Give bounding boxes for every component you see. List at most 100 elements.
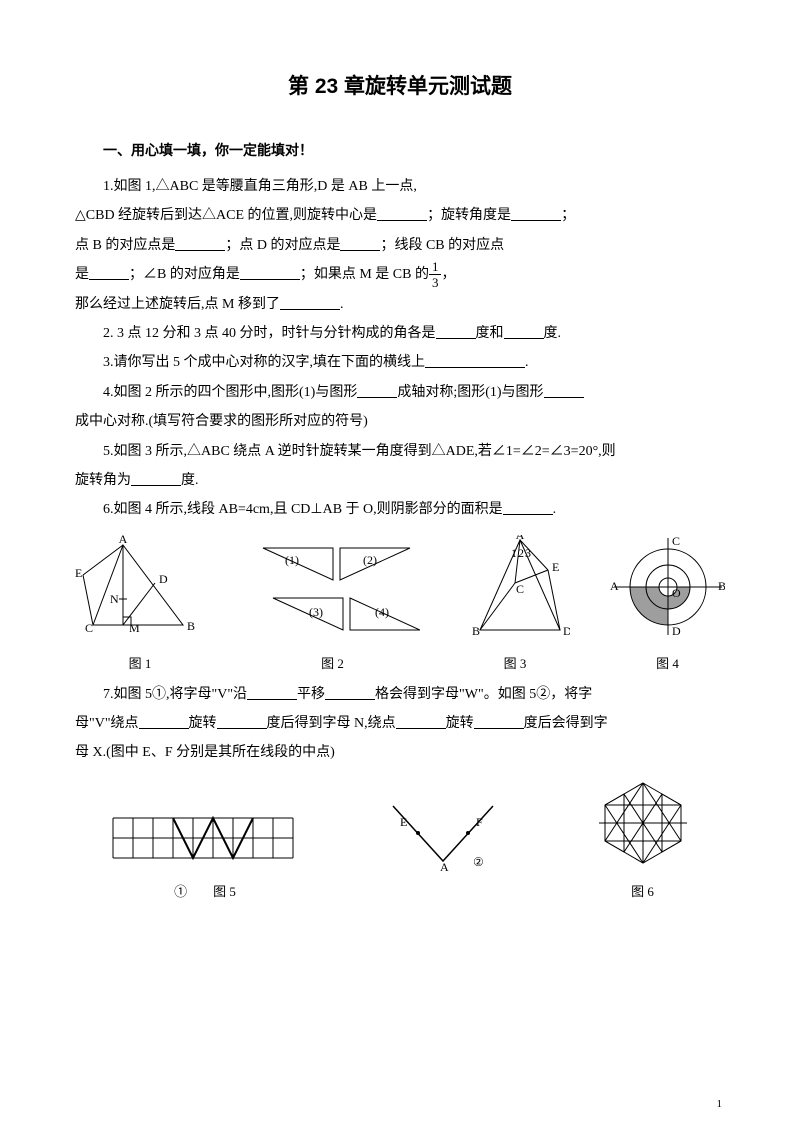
label-4: (4) bbox=[375, 605, 389, 619]
blank bbox=[89, 264, 129, 280]
q5-line-a: 5.如图 3 所示,△ABC 绕点 A 逆时针旋转某一角度得到△ADE,若∠1=… bbox=[75, 437, 725, 466]
text: 3.请你写出 5 个成中心对称的汉字,填在下面的横线上 bbox=[103, 355, 425, 370]
figure-4: A B C D O 图 4 bbox=[610, 535, 725, 672]
text: 旋转 bbox=[446, 716, 474, 731]
label-1: (1) bbox=[285, 553, 299, 567]
label-e: E bbox=[552, 560, 559, 574]
blank bbox=[511, 205, 561, 221]
label-d: D bbox=[672, 624, 681, 638]
blank bbox=[340, 235, 380, 251]
blank bbox=[280, 294, 340, 310]
blank bbox=[436, 323, 476, 339]
blank bbox=[240, 264, 300, 280]
label-3: (3) bbox=[309, 605, 323, 619]
numerator: 1 bbox=[429, 260, 442, 275]
figure-6: 图 6 bbox=[593, 778, 693, 900]
figure-4-svg: A B C D O bbox=[610, 535, 725, 640]
text: 度. bbox=[181, 473, 199, 488]
blank bbox=[425, 352, 525, 368]
label-b: B bbox=[472, 624, 480, 638]
q4-line-b: 成中心对称.(填写符合要求的图形所对应的符号) bbox=[75, 407, 725, 436]
figure-1-svg: A B C D E M N bbox=[75, 535, 205, 640]
q1-line-e: 那么经过上述旋转后,点 M 移到了. bbox=[75, 290, 725, 319]
q4-line-a: 4.如图 2 所示的四个图形中,图形(1)与图形成轴对称;图形(1)与图形 bbox=[75, 378, 725, 407]
text: 格会得到字母"W"。如图 5②，将字 bbox=[375, 687, 592, 702]
q7-line-b: 母"V"绕点旋转度后得到字母 N,绕点旋转度后会得到字 bbox=[75, 709, 725, 738]
circled-2: ② bbox=[473, 855, 484, 869]
text: ； bbox=[561, 208, 575, 223]
figure-6-svg bbox=[593, 778, 693, 868]
label-c: C bbox=[516, 582, 524, 596]
text: . bbox=[553, 502, 557, 517]
text: 6.如图 4 所示,线段 AB=4cm,且 CD⊥AB 于 O,则阴影部分的面积… bbox=[103, 502, 503, 517]
blank bbox=[357, 382, 397, 398]
label-o: O bbox=[672, 586, 681, 600]
text: 度后会得到字 bbox=[524, 716, 608, 731]
text: 母"V"绕点 bbox=[75, 716, 139, 731]
label-e: E bbox=[400, 815, 407, 829]
spacer bbox=[368, 884, 528, 900]
label-a: A bbox=[610, 579, 619, 593]
q7-line-c: 母 X.(图中 E、F 分别是其所在线段的中点) bbox=[75, 738, 725, 767]
figure-5-caption: 图 5 bbox=[213, 884, 236, 899]
label-m: M bbox=[129, 621, 140, 635]
blank bbox=[247, 684, 297, 700]
figure-4-caption: 图 4 bbox=[610, 653, 725, 672]
label-b: B bbox=[718, 579, 725, 593]
figure-3-caption: 图 3 bbox=[460, 653, 570, 672]
q1-line-a: 1.如图 1,△ABC 是等腰直角三角形,D 是 AB 上一点, bbox=[75, 172, 725, 201]
text: △CBD 经旋转后到达△ACE 的位置,则旋转中心是 bbox=[75, 208, 377, 223]
text: 那么经过上述旋转后,点 M 移到了 bbox=[75, 297, 280, 312]
label-c: C bbox=[672, 535, 680, 548]
text: 4.如图 2 所示的四个图形中,图形(1)与图形 bbox=[103, 385, 357, 400]
figure-5a-caption: ① 图 5 bbox=[108, 881, 303, 900]
text: ， bbox=[441, 267, 455, 282]
figure-5a: ① 图 5 bbox=[108, 808, 303, 900]
label-n: N bbox=[110, 592, 119, 606]
figure-2-caption: 图 2 bbox=[245, 653, 420, 672]
label-b: B bbox=[187, 619, 195, 633]
text: 度和 bbox=[476, 326, 504, 341]
denominator: 3 bbox=[429, 275, 442, 289]
q1-line-b: △CBD 经旋转后到达△ACE 的位置,则旋转中心是；旋转角度是； bbox=[75, 201, 725, 230]
figure-3: A B C D E 1 2 3 图 3 bbox=[460, 535, 570, 672]
blank bbox=[504, 323, 544, 339]
text: . bbox=[525, 355, 529, 370]
figure-5b-svg: E F A ② bbox=[368, 796, 528, 871]
label-e: E bbox=[75, 566, 82, 580]
page-number: 1 bbox=[717, 1098, 723, 1110]
blank bbox=[131, 470, 181, 486]
figures-row-2: ① 图 5 E F A ② bbox=[75, 778, 725, 900]
figure-2: (1) (2) (3) (4) 图 2 bbox=[245, 540, 420, 672]
text: 度. bbox=[544, 326, 562, 341]
text: ；如果点 M 是 CB 的 bbox=[300, 267, 429, 282]
text: ；∠B 的对应角是 bbox=[129, 267, 240, 282]
blank bbox=[544, 382, 584, 398]
blank bbox=[503, 499, 553, 515]
blank bbox=[139, 713, 189, 729]
q7-line-a: 7.如图 5①,将字母"V"沿 平移 格会得到字母"W"。如图 5②，将字 bbox=[75, 680, 725, 709]
figure-5a-svg bbox=[108, 808, 303, 868]
section-header: 一、用心填一填，你一定能填对！ bbox=[75, 140, 725, 160]
label-2: (2) bbox=[363, 553, 377, 567]
page-title: 第 23 章旋转单元测试题 bbox=[75, 70, 725, 100]
label-n3: 3 bbox=[525, 546, 531, 560]
q1-line-c: 点 B 的对应点是 ；点 D 的对应点是 ；线段 CB 的对应点 bbox=[75, 231, 725, 260]
text: 2. 3 点 12 分和 3 点 40 分时，时针与分针构成的角各是 bbox=[103, 326, 436, 341]
text: 点 B 的对应点是 bbox=[75, 238, 175, 253]
blank bbox=[325, 684, 375, 700]
q6: 6.如图 4 所示,线段 AB=4cm,且 CD⊥AB 于 O,则阴影部分的面积… bbox=[75, 495, 725, 524]
figure-5b: E F A ② bbox=[368, 796, 528, 900]
label-a: A bbox=[516, 535, 525, 542]
label-d: D bbox=[563, 624, 570, 638]
figure-2-svg: (1) (2) (3) (4) bbox=[245, 540, 420, 640]
label-c: C bbox=[85, 621, 93, 635]
label-a: A bbox=[440, 860, 449, 871]
text: 7.如图 5①,将字母"V"沿 bbox=[103, 687, 247, 702]
figure-1: A B C D E M N 图 1 bbox=[75, 535, 205, 672]
text: ；线段 CB 的对应点 bbox=[380, 238, 504, 253]
figure-3-svg: A B C D E 1 2 3 bbox=[460, 535, 570, 640]
blank bbox=[396, 713, 446, 729]
text: ；点 D 的对应点是 bbox=[225, 238, 340, 253]
text: 平移 bbox=[297, 687, 325, 702]
